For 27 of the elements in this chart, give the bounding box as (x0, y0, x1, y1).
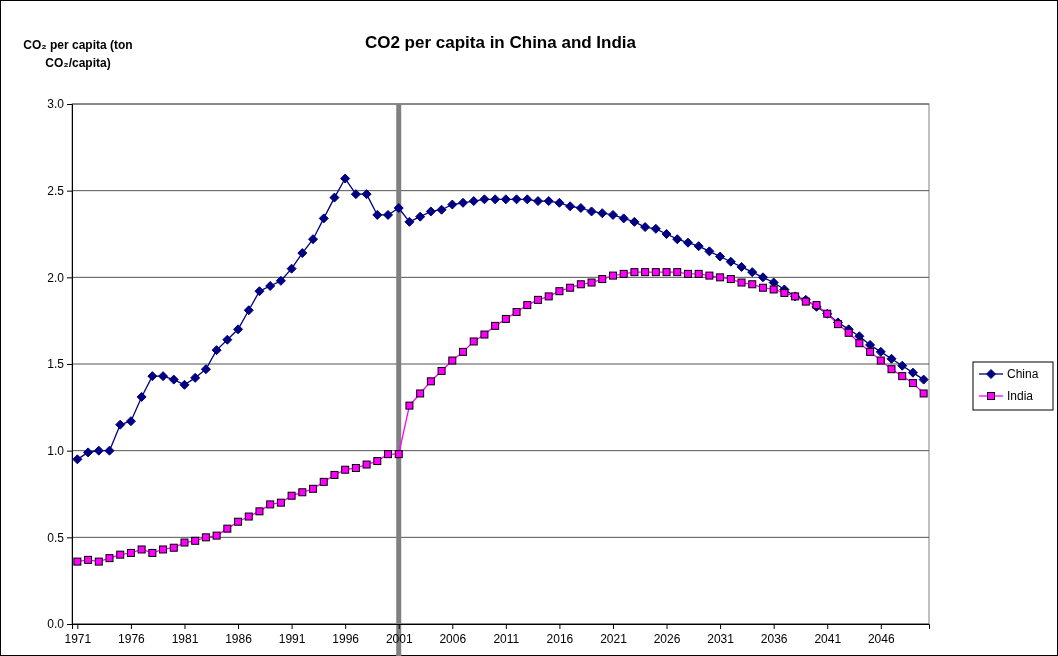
x-tick-label: 1986 (225, 631, 253, 646)
x-tick-label: 2011 (493, 631, 520, 646)
y-tick-label: 3.0 (47, 97, 65, 112)
x-tick-label: 1996 (332, 631, 360, 646)
x-tick-label: 1971 (64, 631, 92, 646)
y-tick-label: 2.0 (47, 270, 65, 285)
x-tick-label: 2006 (439, 631, 467, 646)
y-axis-title: CO₂ per capita (ton CO₂/capita) (23, 38, 133, 70)
x-tick-label: 2001 (385, 631, 413, 646)
y-tick-label: 0.5 (47, 530, 65, 545)
x-tick-label: 1976 (118, 631, 146, 646)
x-tick-label: 2026 (653, 631, 681, 646)
y-tick-label: 2.5 (47, 184, 65, 199)
legend-label: India (1007, 389, 1034, 403)
legend-label: China (1007, 367, 1039, 381)
x-tick-label: 1991 (278, 631, 306, 646)
y-tick-label: 0.0 (47, 617, 65, 632)
x-tick-label: 2031 (707, 631, 735, 646)
chart-title: CO2 per capita in China and India (364, 33, 637, 52)
x-tick-label: 1981 (171, 631, 199, 646)
x-tick-label: 2036 (760, 631, 788, 646)
x-tick-label: 2041 (814, 631, 842, 646)
y-tick-label: 1.0 (47, 444, 65, 459)
y-tick-label: 1.5 (47, 357, 65, 372)
x-tick-label: 2016 (546, 631, 574, 646)
x-tick-label: 2046 (867, 631, 895, 646)
x-tick-label: 2021 (600, 631, 628, 646)
